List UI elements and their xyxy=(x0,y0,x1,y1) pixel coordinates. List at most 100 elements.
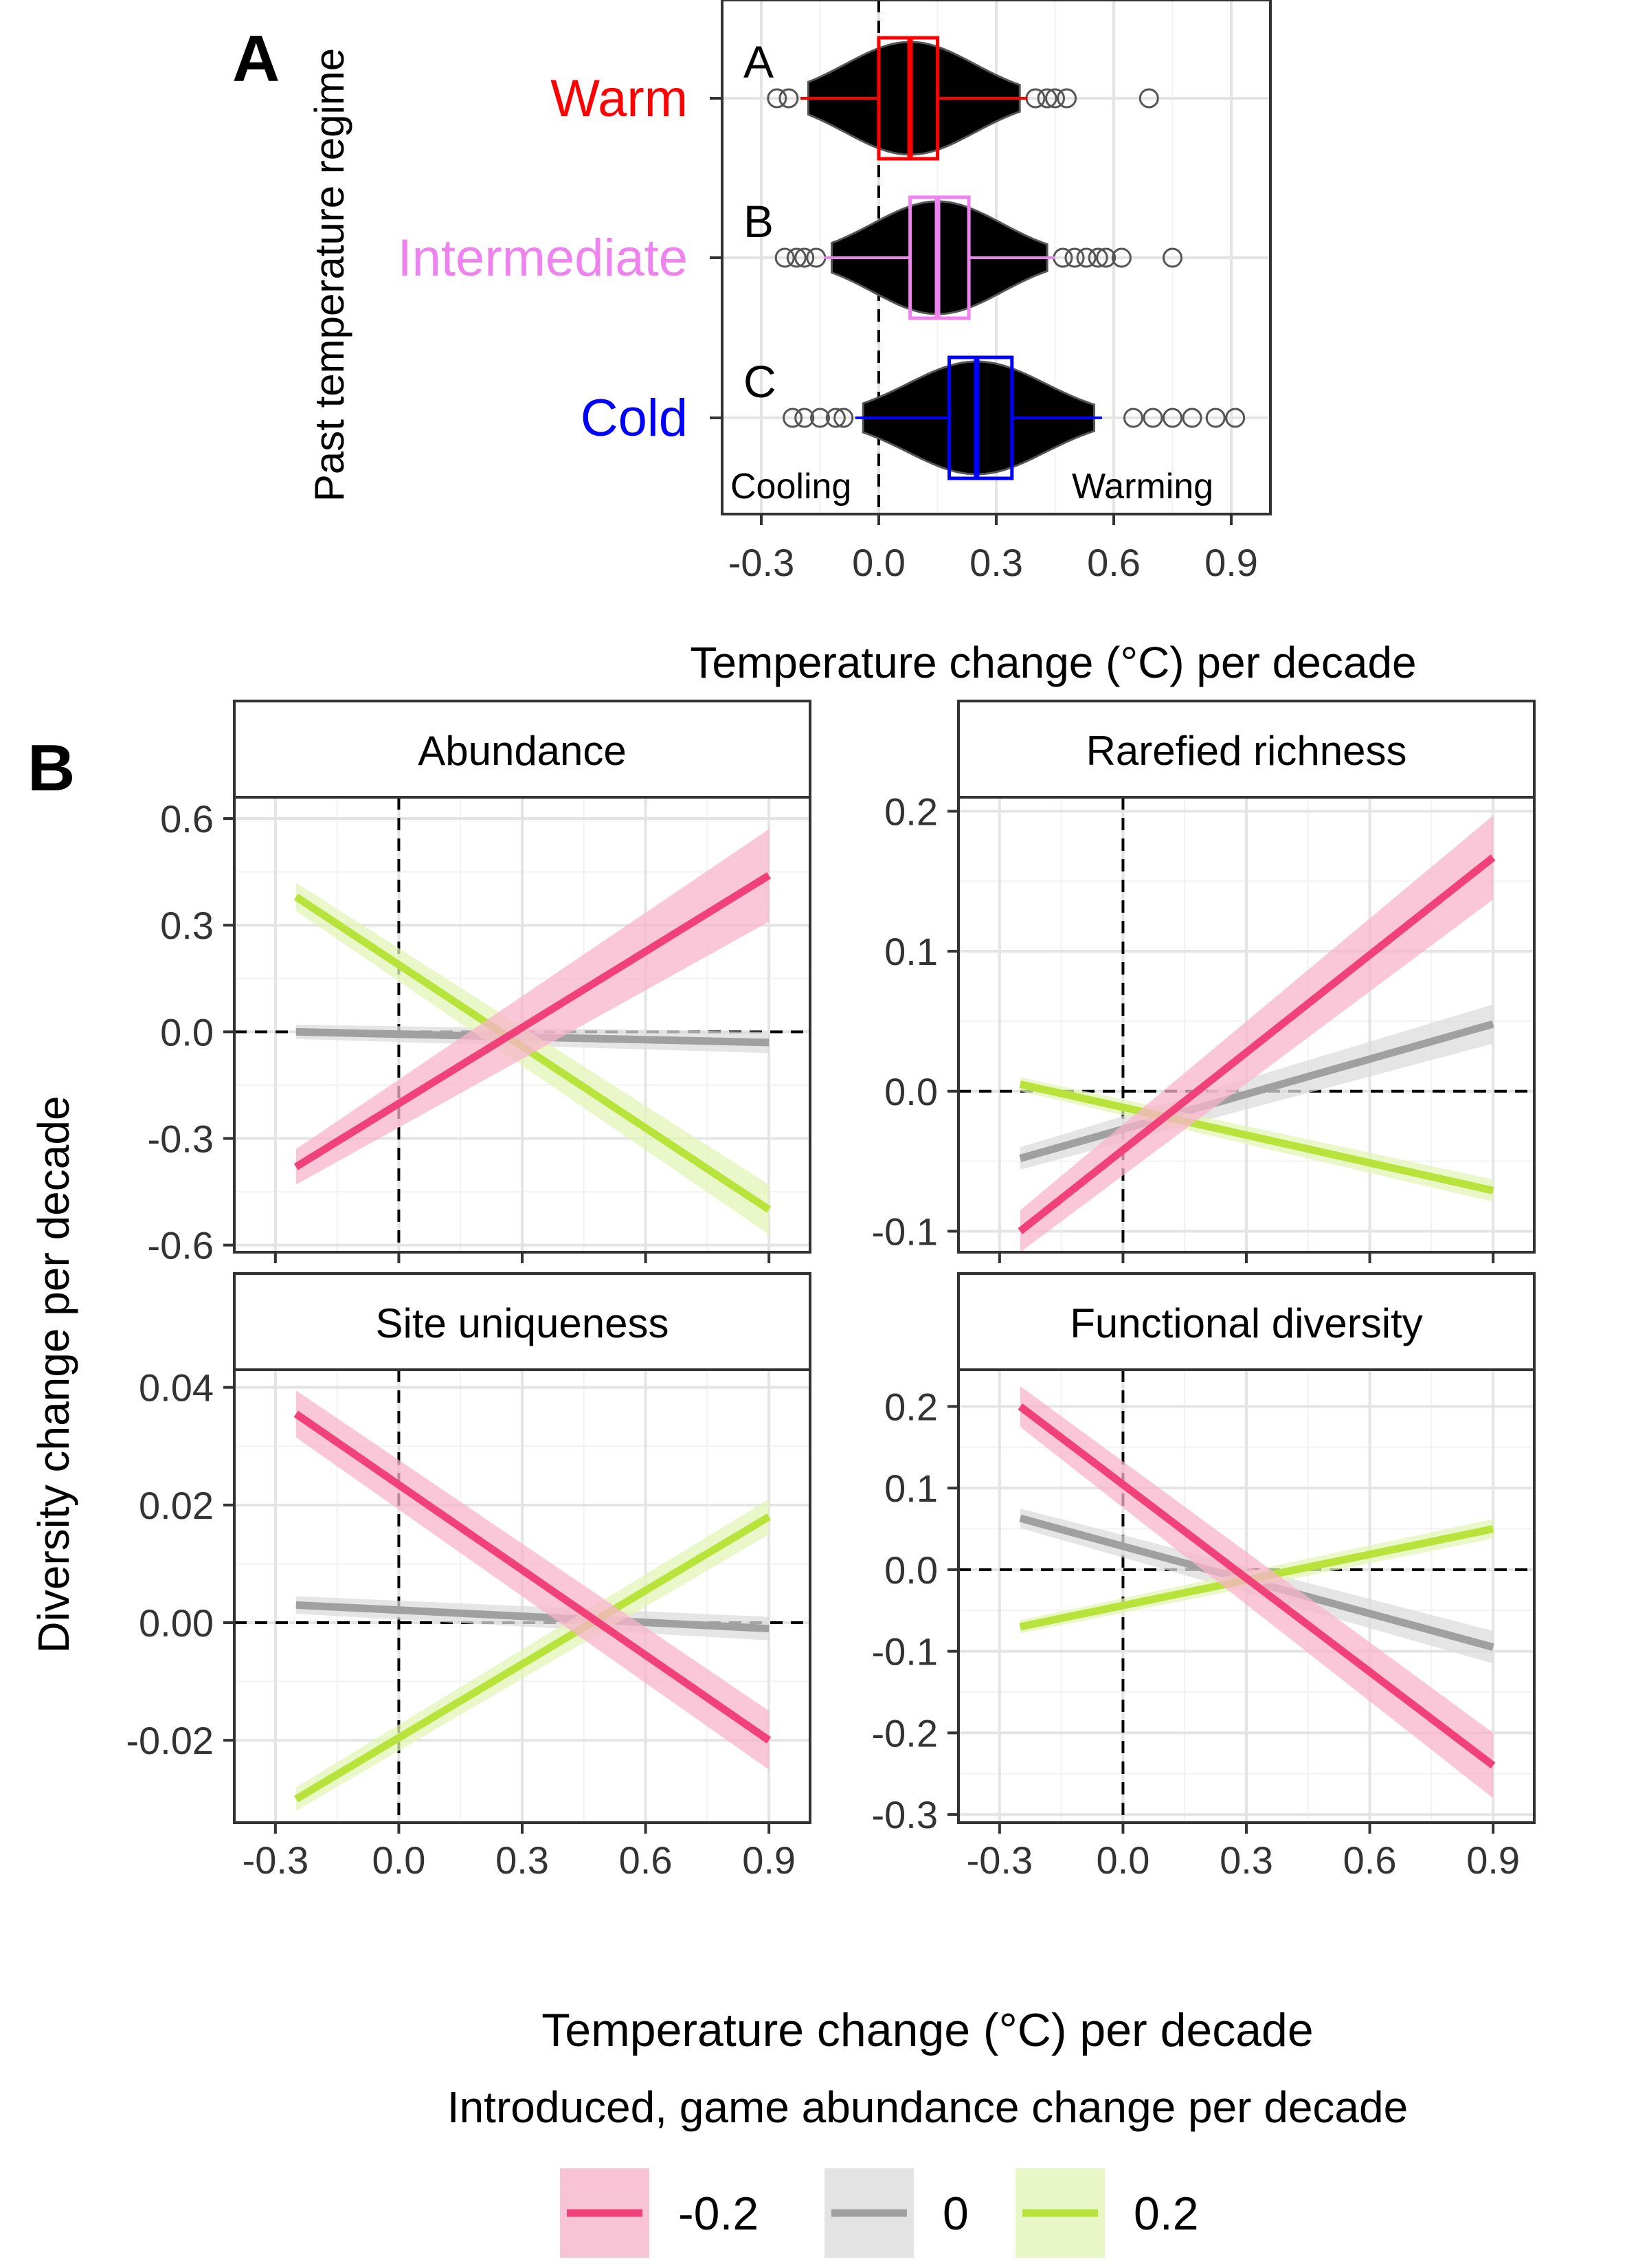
series-neg-0-2 xyxy=(293,829,772,1185)
facet-strip xyxy=(233,700,811,799)
y-tick-label: -0.1 xyxy=(872,1210,939,1253)
panel-b-ylabel: Diversity change per decade xyxy=(29,1096,78,1653)
outlier-point xyxy=(1182,408,1202,428)
series-neg-0-2 xyxy=(293,1390,772,1770)
x-tick-label: 0.0 xyxy=(372,1838,425,1882)
outlier-point xyxy=(1138,88,1159,109)
outlier-point xyxy=(1163,408,1182,428)
y-tick-label: -0.3 xyxy=(872,1793,939,1836)
trend-line xyxy=(295,1601,770,1633)
outlier-point xyxy=(1037,88,1057,109)
point-cloud-warm xyxy=(807,41,1021,156)
trend-line xyxy=(293,1410,772,1744)
outlier-point xyxy=(774,247,795,268)
y-tick-label: 0.3 xyxy=(160,904,214,947)
trend-line xyxy=(1019,1080,1494,1194)
outlier-point xyxy=(1096,247,1117,268)
regime-intermediate: B xyxy=(743,195,1182,320)
trend-line xyxy=(293,1513,771,1803)
facet-title: Site uniqueness xyxy=(376,1300,669,1346)
y-tick-label: 0.0 xyxy=(160,1010,214,1054)
legend-key-0-2: 0.2 xyxy=(1016,2168,1199,2258)
facet-strip xyxy=(957,700,1536,799)
facet-title: Functional diversity xyxy=(1070,1300,1423,1346)
outlier-point xyxy=(1057,88,1077,109)
y-tick-label: 0.0 xyxy=(884,1548,938,1592)
regime-label-intermediate: Intermediate xyxy=(398,229,688,287)
facet-rarefied-richness: Rarefied richness -0.1 0.0 0.1 0.2 xyxy=(872,700,1536,1263)
outlier-point xyxy=(767,88,787,109)
y-tick-label: 0.0 xyxy=(884,1070,938,1113)
y-tick-label: 0.02 xyxy=(139,1484,214,1527)
series-0-2 xyxy=(293,1499,771,1811)
y-tick-label: -0.3 xyxy=(148,1118,214,1161)
x-tick-label: 0.3 xyxy=(969,541,1023,584)
outlier-point xyxy=(1088,247,1108,268)
x-tick-label: 0.6 xyxy=(1087,541,1141,584)
x-tick-label: -0.3 xyxy=(243,1838,309,1882)
x-tick-label: 0.6 xyxy=(1343,1838,1397,1882)
legend-key-neg-0-2: -0.2 xyxy=(560,2168,759,2258)
warming-annotation: Warming xyxy=(1072,467,1213,507)
facet-title: Abundance xyxy=(418,728,627,774)
y-tick-label: 0.1 xyxy=(884,1467,938,1510)
outlier-point xyxy=(1045,88,1065,109)
iqr-box xyxy=(947,355,1014,480)
x-tick-label: 0.9 xyxy=(742,1838,796,1882)
group-letter: A xyxy=(743,36,774,87)
y-tick-label: -0.6 xyxy=(148,1224,214,1267)
trend-line xyxy=(1019,1020,1494,1162)
facet-strip xyxy=(233,1272,811,1371)
legend: -0.2 0 0.2 xyxy=(560,2168,1199,2258)
x-tick-label: 0.3 xyxy=(495,1838,549,1882)
outlier-point xyxy=(1064,247,1085,268)
group-letter: C xyxy=(743,356,776,407)
confidence-band xyxy=(295,829,770,1185)
regime-cold: C xyxy=(743,355,1246,480)
legend-title: Introduced, game abundance change per de… xyxy=(447,2082,1408,2132)
y-tick-label: 0.00 xyxy=(139,1601,214,1645)
panel-a-letter: A xyxy=(232,22,280,96)
panel-a-xlabel: Temperature change (°C) per decade xyxy=(690,638,1416,687)
x-tick-label: 0.6 xyxy=(619,1838,673,1882)
regime-label-cold: Cold xyxy=(581,389,688,447)
y-tick-label: 0.04 xyxy=(139,1366,214,1410)
legend-key-0: 0 xyxy=(824,2168,969,2258)
y-tick-label: 0.2 xyxy=(884,790,938,833)
panel-b-letter: B xyxy=(27,731,75,805)
outlier-point xyxy=(810,408,830,428)
x-tick-label: -0.3 xyxy=(728,541,795,584)
y-tick-label: 0.6 xyxy=(160,797,214,841)
x-tick-label: 0.3 xyxy=(1220,1838,1273,1882)
cooling-annotation: Cooling xyxy=(730,467,851,507)
outlier-point xyxy=(1143,408,1163,428)
x-tick-label: 0.9 xyxy=(1204,541,1258,584)
y-tick-label: 0.1 xyxy=(884,930,938,973)
trend-line xyxy=(1018,854,1496,1234)
trend-line xyxy=(293,872,772,1170)
y-tick-label: 0.2 xyxy=(884,1385,938,1428)
facet-title: Rarefied richness xyxy=(1086,728,1407,774)
panel-b-xlabel: Temperature change (°C) per decade xyxy=(541,2004,1313,2056)
regime-warm: A xyxy=(743,36,1159,161)
outlier-point xyxy=(1111,247,1132,268)
x-tick-label: 0.0 xyxy=(852,541,906,584)
series-neg-0-2 xyxy=(1018,1386,1496,1799)
outlier-point xyxy=(1205,408,1226,428)
confidence-band xyxy=(1020,815,1494,1252)
outlier-point xyxy=(825,408,846,428)
panel-a-ylabel: Past temperature regime xyxy=(306,48,352,502)
outlier-point xyxy=(1163,247,1182,268)
trend-line xyxy=(1018,1403,1496,1769)
regime-label-warm: Warm xyxy=(550,69,688,128)
legend-label: 0 xyxy=(943,2188,969,2240)
outlier-point xyxy=(794,408,815,428)
x-tick-label: 0.9 xyxy=(1466,1838,1520,1882)
panel-a-plot: A Warm B Intermediate C Cold Cooling Warming -0.… xyxy=(398,0,1272,584)
outlier-point xyxy=(1225,408,1246,428)
outlier-point xyxy=(1076,247,1097,268)
x-tick-label: 0.0 xyxy=(1096,1838,1149,1882)
series-0-2 xyxy=(1019,1077,1494,1202)
facet-abundance: Abundance -0.6 -0.3 0.0 0.3 0.6 xyxy=(148,700,811,1267)
